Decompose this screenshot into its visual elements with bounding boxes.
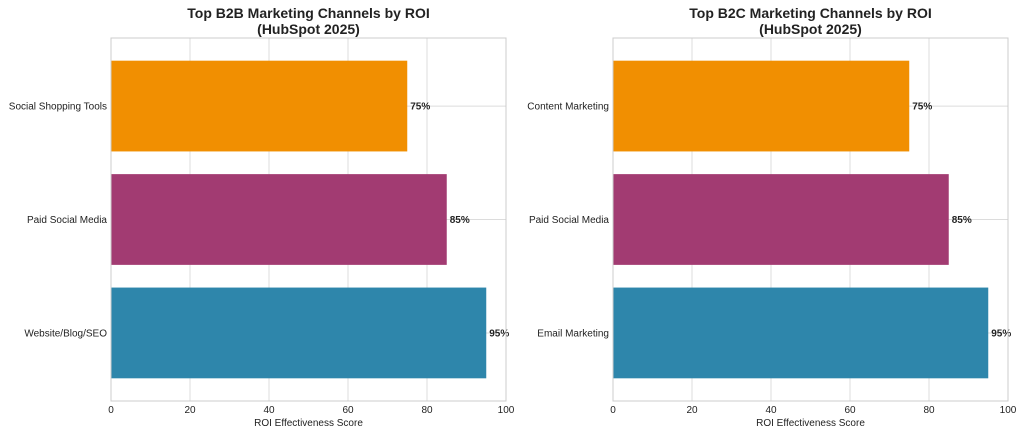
data-label: 75% bbox=[410, 102, 430, 113]
x-tick-label: 80 bbox=[421, 405, 433, 416]
bar bbox=[111, 287, 487, 379]
x-tick-label: 0 bbox=[108, 405, 114, 416]
chart-panel-2: Top B2C Marketing Channels by ROI (HubSpo… bbox=[527, 5, 1016, 429]
x-tick-label: 60 bbox=[844, 405, 856, 416]
data-label: 75% bbox=[912, 102, 932, 113]
chart-title-line: Top B2B Marketing Channels by ROI bbox=[187, 5, 429, 21]
category-label: Social Shopping Tools bbox=[9, 102, 107, 113]
data-label: 95% bbox=[991, 328, 1011, 339]
category-label: Paid Social Media bbox=[529, 215, 609, 226]
chart-title: Top B2B Marketing Channels by ROI (HubSpo… bbox=[187, 5, 429, 37]
bar bbox=[613, 287, 989, 379]
bar bbox=[613, 60, 910, 152]
category-label: Website/Blog/SEO bbox=[24, 328, 107, 339]
x-tick-label: 100 bbox=[498, 405, 515, 416]
x-axis-label: ROI Effectiveness Score bbox=[254, 418, 363, 429]
chart-title-line: Top B2C Marketing Channels by ROI bbox=[689, 5, 931, 21]
x-tick-label: 100 bbox=[1000, 405, 1017, 416]
x-tick-label: 40 bbox=[263, 405, 275, 416]
x-tick-label: 20 bbox=[686, 405, 698, 416]
x-tick-label: 0 bbox=[610, 405, 616, 416]
x-tick-label: 20 bbox=[184, 405, 196, 416]
data-label: 85% bbox=[450, 215, 470, 226]
category-label: Content Marketing bbox=[527, 102, 609, 113]
chart-panel-1: Top B2B Marketing Channels by ROI (HubSpo… bbox=[9, 5, 515, 429]
chart-title: Top B2C Marketing Channels by ROI (HubSpo… bbox=[689, 5, 931, 37]
data-label: 85% bbox=[952, 215, 972, 226]
chart-title-line: (HubSpot 2025) bbox=[257, 21, 360, 37]
plot-frame bbox=[110, 37, 507, 402]
x-tick-label: 80 bbox=[923, 405, 935, 416]
x-tick-label: 40 bbox=[765, 405, 777, 416]
bar bbox=[111, 60, 408, 152]
data-label: 95% bbox=[489, 328, 509, 339]
x-tick-label: 60 bbox=[342, 405, 354, 416]
x-axis-label: ROI Effectiveness Score bbox=[756, 418, 865, 429]
chart-title-line: (HubSpot 2025) bbox=[759, 21, 862, 37]
category-label: Email Marketing bbox=[537, 328, 609, 339]
plot-frame bbox=[612, 37, 1009, 402]
bar bbox=[111, 174, 447, 265]
bar bbox=[613, 174, 949, 265]
category-label: Paid Social Media bbox=[27, 215, 107, 226]
